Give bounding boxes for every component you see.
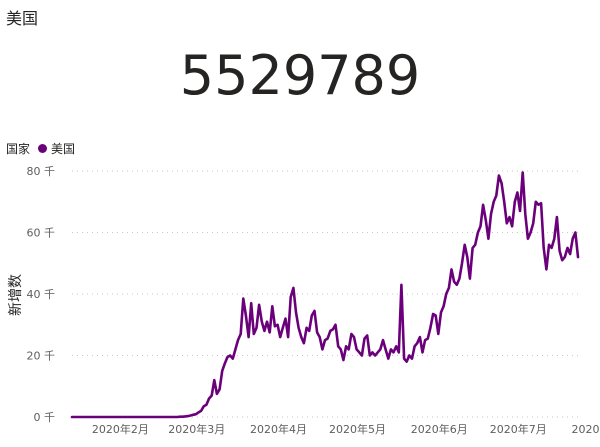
y-tick-label: 80 千 xyxy=(27,165,56,178)
y-tick-label: 40 千 xyxy=(27,288,56,301)
y-axis-ticks: 0 千 20 千 40 千 60 千 80 千 xyxy=(27,165,56,424)
legend: 国家 美国 xyxy=(6,140,75,157)
total-cases-value: 5529789 xyxy=(179,44,421,107)
y-tick-label: 60 千 xyxy=(27,227,56,240)
x-tick-label: 2020年3月 xyxy=(168,422,225,436)
x-tick-label: 2020年5月 xyxy=(329,422,386,436)
y-tick-label: 0 千 xyxy=(34,411,56,424)
legend-series-label: 美国 xyxy=(51,142,76,156)
x-tick-label: 2020年7月 xyxy=(490,422,547,436)
grid-lines xyxy=(72,170,578,418)
x-tick-label: 2020年6月 xyxy=(411,422,468,436)
legend-title: 国家 xyxy=(6,142,31,156)
x-tick-label: 2020年4月 xyxy=(250,422,307,436)
legend-marker-icon xyxy=(38,144,48,153)
y-axis-title: 新增数 xyxy=(8,274,24,316)
x-axis-ticks: 2020年2月 2020年3月 2020年4月 2020年5月 2020年6月 2020年… xyxy=(92,422,600,436)
y-tick-label: 20 千 xyxy=(27,350,56,363)
x-tick-label: 2020年2月 xyxy=(92,422,149,436)
series-line-usa xyxy=(70,171,580,419)
x-tick-label: 2020年8月 xyxy=(572,422,600,436)
card-title: 美国 xyxy=(6,9,39,28)
